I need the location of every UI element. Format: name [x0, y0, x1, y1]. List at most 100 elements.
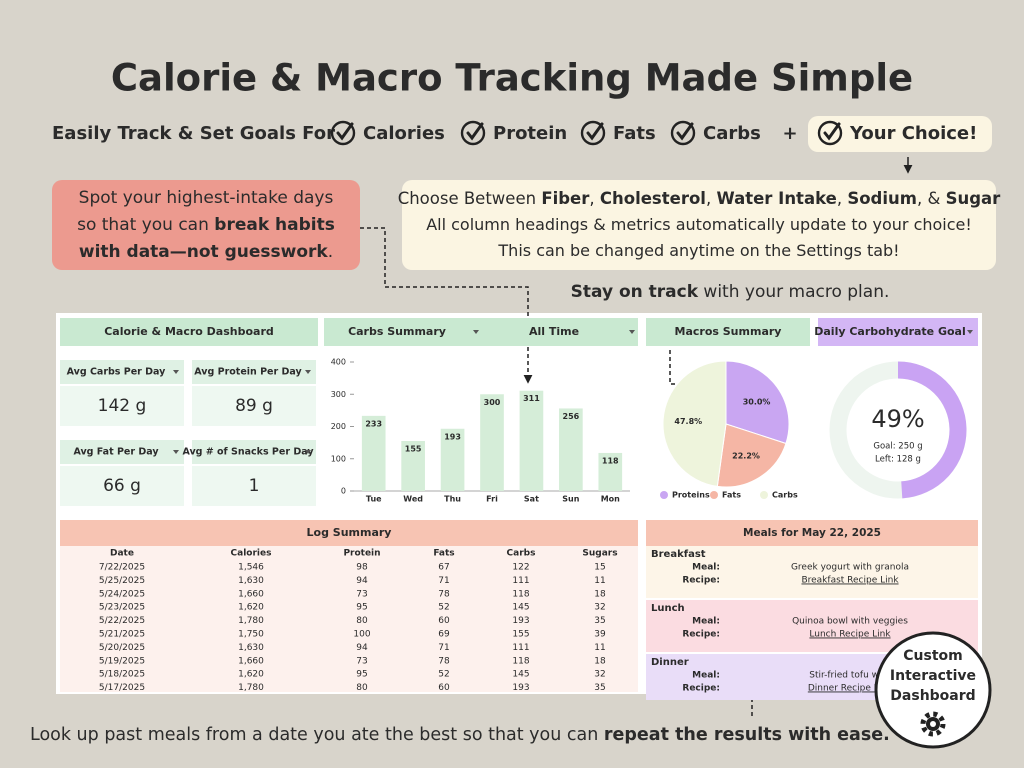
table-cell: 193 — [512, 616, 529, 626]
check-icon — [580, 120, 606, 146]
table-cell: 18 — [594, 656, 606, 666]
plus: + — [782, 123, 797, 144]
content: Easily Track & Set Goals For Calories Prot… — [30, 120, 1001, 749]
table-cell: 11 — [594, 576, 605, 586]
dropdown-caret — [473, 330, 479, 334]
pie-slice — [662, 360, 727, 487]
legend-label: Carbs — [772, 491, 798, 500]
table-cell: 73 — [356, 589, 367, 599]
callout-right-line-part: Choose Between — [398, 189, 542, 208]
check-icon — [817, 120, 843, 146]
gear-icon — [920, 711, 946, 737]
x-tick-label: Mon — [601, 495, 620, 504]
table-cell: 11 — [594, 643, 605, 653]
header-box — [60, 318, 318, 346]
goal-arc — [897, 361, 967, 499]
choice-pill — [808, 116, 992, 152]
bar-label: 155 — [405, 445, 422, 454]
choice: Your Choice! — [849, 123, 977, 144]
selector[interactable]: All Time — [529, 325, 579, 338]
bar-label: 233 — [365, 419, 382, 428]
tagline-part: with your macro plan. — [698, 282, 889, 302]
recipe-label: Recipe: — [682, 576, 720, 586]
table-cell: 1,630 — [238, 643, 264, 653]
legend-label: Proteins — [672, 491, 710, 500]
dropdown-caret — [967, 330, 973, 334]
goal-item: Protein — [493, 123, 567, 144]
table-cell: 5/24/2025 — [99, 589, 145, 599]
meal-value: Greek yogurt with granola — [791, 563, 909, 573]
x-tick-label: Fri — [486, 495, 498, 504]
column-header: Carbs — [507, 549, 536, 559]
table-cell: 5/22/2025 — [99, 616, 145, 626]
header-box — [646, 318, 810, 346]
dropdown-caret — [305, 450, 311, 454]
column-header: Fats — [433, 549, 454, 559]
callout-left-line: with data—not guesswork. — [79, 242, 333, 262]
log-title: Log Summary — [307, 526, 392, 539]
table-cell: 98 — [356, 563, 368, 573]
footer-part: Look up past meals from a date you ate t… — [30, 725, 604, 745]
bar — [519, 390, 544, 491]
bar-label: 311 — [523, 394, 540, 403]
recipe-label: Recipe: — [682, 684, 720, 694]
y-tick-label: 100 — [331, 454, 346, 463]
table-cell: 155 — [512, 630, 529, 640]
recipe-link[interactable]: Lunch Recipe Link — [809, 630, 891, 640]
meals-title: Meals for May 22, 2025 — [743, 527, 881, 539]
recipe-link[interactable]: Dinner Recipe Link — [808, 684, 893, 694]
callout-left-line: Spot your highest-intake days — [79, 188, 334, 208]
recipe-link[interactable]: Breakfast Recipe Link — [801, 576, 899, 586]
table-cell: 35 — [594, 616, 605, 626]
callout-right-line-part: , — [837, 189, 848, 208]
kpi-label-box — [192, 440, 316, 464]
legend-dot — [710, 491, 718, 499]
kpi-value: 66 g — [103, 476, 141, 496]
selector[interactable]: Carbs Summary — [348, 325, 446, 338]
kpi-label: Avg Carbs Per Day — [67, 367, 167, 378]
subtitle: Easily Track & Set Goals For — [52, 123, 335, 144]
check-icon — [460, 120, 486, 146]
kpi-value-box — [192, 386, 316, 426]
badge-text: Interactive — [890, 668, 976, 684]
title: Calorie & Macro Tracking Made Simple — [111, 57, 913, 100]
meal-name: Dinner — [651, 657, 689, 668]
selector[interactable]: Daily Carbohydrate Goal — [814, 325, 966, 338]
table-cell: 95 — [356, 603, 367, 613]
meal-label: Meal: — [692, 617, 720, 627]
table-cell: 122 — [512, 563, 529, 573]
table-cell: 69 — [438, 630, 450, 640]
table-cell: 1,660 — [238, 656, 264, 666]
table-cell: 71 — [438, 643, 449, 653]
x-tick-label: Sun — [562, 495, 579, 504]
dropdown-caret — [173, 370, 179, 374]
legend-dot — [660, 491, 668, 499]
table-cell: 5/25/2025 — [99, 576, 145, 586]
table-cell: 52 — [438, 670, 449, 680]
table-cell: 94 — [356, 643, 368, 653]
callout-right-line-part: Water Intake — [716, 189, 836, 208]
table-cell: 78 — [438, 589, 450, 599]
badge — [874, 631, 992, 749]
table-cell: 94 — [356, 576, 368, 586]
table-cell: 67 — [438, 563, 449, 573]
table-cell: 5/19/2025 — [99, 656, 145, 666]
callout-right-line-part: Sodium — [847, 189, 917, 208]
log-body — [60, 546, 638, 692]
kpi-label-box — [192, 360, 316, 384]
callout-left-line: so that you can break habits — [77, 215, 335, 235]
table-cell: 5/18/2025 — [99, 670, 145, 680]
tagline-part: Stay on track — [571, 282, 699, 302]
table-cell: 39 — [594, 630, 606, 640]
x-tick-label: Sat — [524, 495, 539, 504]
meal-value: Stir-fried tofu with — [809, 671, 890, 681]
pie-label: 22.2% — [732, 452, 760, 461]
x-tick-label: Thu — [444, 495, 461, 504]
table-cell: 32 — [594, 670, 605, 680]
kpi-label: Avg Protein Per Day — [194, 367, 302, 378]
check-icon — [586, 122, 604, 141]
table-cell: 193 — [512, 683, 529, 693]
kpi-value-box — [60, 386, 184, 426]
meal-label: Meal: — [692, 563, 720, 573]
